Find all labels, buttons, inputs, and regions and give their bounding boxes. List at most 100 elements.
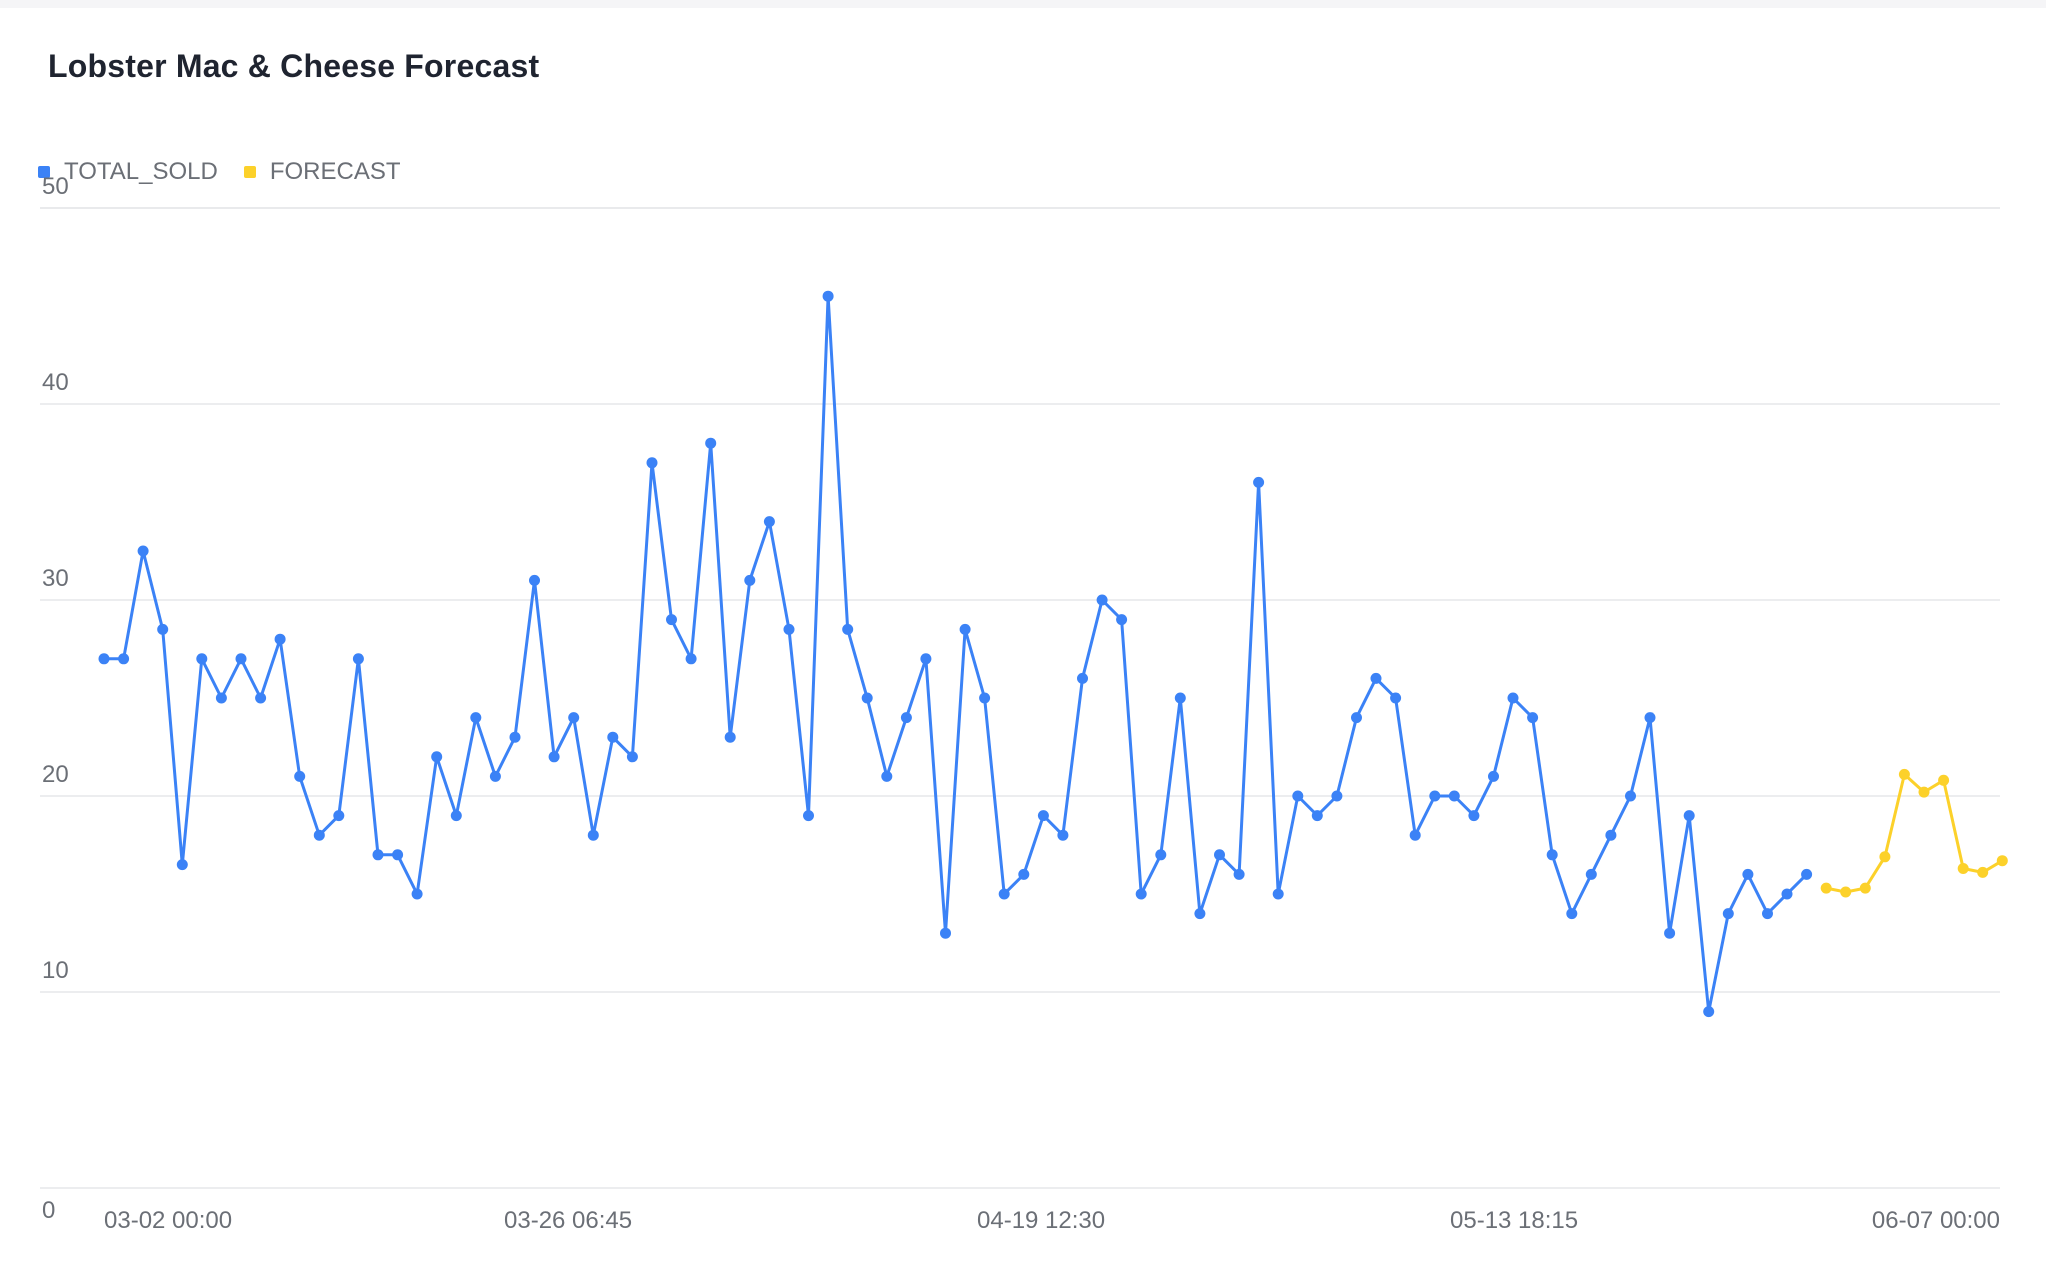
data-point-total-sold[interactable]: [646, 457, 658, 469]
data-point-total-sold[interactable]: [822, 290, 834, 302]
data-point-forecast[interactable]: [1977, 866, 1989, 878]
data-point-forecast[interactable]: [1898, 768, 1910, 780]
data-point-total-sold[interactable]: [529, 574, 540, 586]
data-point-total-sold[interactable]: [333, 810, 345, 822]
data-point-total-sold[interactable]: [1077, 672, 1088, 684]
data-point-forecast[interactable]: [1859, 882, 1871, 894]
data-point-total-sold[interactable]: [1644, 712, 1656, 724]
data-point-total-sold[interactable]: [118, 653, 130, 665]
data-point-total-sold[interactable]: [1331, 790, 1343, 802]
data-point-total-sold[interactable]: [1605, 829, 1617, 841]
data-point-total-sold[interactable]: [744, 574, 756, 586]
data-point-forecast[interactable]: [1840, 886, 1852, 898]
data-point-forecast[interactable]: [1996, 855, 2008, 867]
data-point-total-sold[interactable]: [1429, 790, 1441, 802]
data-point-total-sold[interactable]: [1722, 908, 1734, 920]
data-point-total-sold[interactable]: [1194, 908, 1206, 920]
data-point-total-sold[interactable]: [1253, 476, 1265, 488]
legend-item-total-sold[interactable]: TOTAL_SOLD: [38, 158, 218, 186]
data-point-total-sold[interactable]: [1801, 868, 1813, 880]
data-point-total-sold[interactable]: [940, 927, 951, 939]
data-point-total-sold[interactable]: [979, 692, 991, 704]
data-point-total-sold[interactable]: [176, 859, 188, 871]
data-point-total-sold[interactable]: [1566, 908, 1578, 920]
data-point-total-sold[interactable]: [803, 810, 814, 822]
legend-item-forecast[interactable]: FORECAST: [243, 158, 401, 186]
data-point-total-sold[interactable]: [1174, 692, 1186, 704]
data-point-total-sold[interactable]: [1057, 829, 1069, 841]
data-point-total-sold[interactable]: [392, 849, 404, 861]
data-point-total-sold[interactable]: [1448, 790, 1460, 802]
data-point-total-sold[interactable]: [607, 731, 619, 743]
data-point-total-sold[interactable]: [352, 653, 364, 665]
data-point-total-sold[interactable]: [900, 712, 912, 724]
data-point-forecast[interactable]: [1938, 774, 1950, 786]
data-point-total-sold[interactable]: [1683, 810, 1695, 822]
data-point-total-sold[interactable]: [274, 633, 286, 645]
data-point-total-sold[interactable]: [1585, 868, 1597, 880]
data-point-total-sold[interactable]: [1370, 672, 1382, 684]
data-point-total-sold[interactable]: [1272, 888, 1284, 900]
data-point-total-sold[interactable]: [1351, 712, 1362, 724]
data-point-total-sold[interactable]: [255, 692, 267, 704]
data-point-total-sold[interactable]: [1096, 594, 1108, 606]
data-point-total-sold[interactable]: [666, 614, 677, 626]
data-point-total-sold[interactable]: [1409, 829, 1421, 841]
data-point-total-sold[interactable]: [1527, 712, 1539, 724]
data-point-total-sold[interactable]: [626, 751, 638, 763]
data-point-total-sold[interactable]: [1781, 888, 1793, 900]
data-point-total-sold[interactable]: [489, 770, 501, 782]
data-point-total-sold[interactable]: [763, 516, 775, 528]
data-point-total-sold[interactable]: [1018, 868, 1030, 880]
data-point-total-sold[interactable]: [1507, 692, 1519, 704]
data-point-total-sold[interactable]: [881, 770, 893, 782]
data-point-total-sold[interactable]: [157, 623, 169, 635]
data-point-total-sold[interactable]: [372, 849, 384, 861]
data-point-total-sold[interactable]: [1742, 868, 1754, 880]
data-point-total-sold[interactable]: [783, 623, 795, 635]
data-point-total-sold[interactable]: [998, 888, 1010, 900]
data-point-total-sold[interactable]: [235, 653, 247, 665]
data-point-total-sold[interactable]: [548, 751, 560, 763]
data-point-total-sold[interactable]: [1664, 927, 1676, 939]
data-point-total-sold[interactable]: [959, 623, 971, 635]
data-point-total-sold[interactable]: [861, 692, 873, 704]
data-point-total-sold[interactable]: [1468, 810, 1480, 822]
data-point-total-sold[interactable]: [450, 810, 462, 822]
data-point-total-sold[interactable]: [568, 712, 580, 724]
data-point-total-sold[interactable]: [1488, 770, 1499, 782]
data-point-total-sold[interactable]: [1135, 888, 1147, 900]
data-point-forecast[interactable]: [1879, 851, 1891, 863]
data-point-total-sold[interactable]: [1233, 868, 1245, 880]
data-point-total-sold[interactable]: [1625, 790, 1636, 802]
data-point-total-sold[interactable]: [431, 751, 443, 763]
data-point-total-sold[interactable]: [98, 653, 110, 665]
data-point-total-sold[interactable]: [313, 829, 325, 841]
data-point-total-sold[interactable]: [1214, 849, 1225, 861]
data-point-total-sold[interactable]: [1311, 810, 1323, 822]
data-point-total-sold[interactable]: [685, 653, 697, 665]
data-point-total-sold[interactable]: [920, 653, 932, 665]
data-point-total-sold[interactable]: [587, 829, 599, 841]
data-point-total-sold[interactable]: [1116, 614, 1128, 626]
data-point-total-sold[interactable]: [294, 770, 306, 782]
data-point-forecast[interactable]: [1918, 786, 1930, 798]
data-point-forecast[interactable]: [1820, 882, 1832, 894]
data-point-total-sold[interactable]: [1155, 849, 1167, 861]
data-point-total-sold[interactable]: [137, 545, 149, 557]
data-point-total-sold[interactable]: [509, 731, 521, 743]
data-point-total-sold[interactable]: [842, 623, 854, 635]
data-point-total-sold[interactable]: [1762, 908, 1773, 920]
data-point-total-sold[interactable]: [470, 712, 482, 724]
data-point-total-sold[interactable]: [1037, 810, 1049, 822]
data-point-total-sold[interactable]: [724, 731, 736, 743]
data-point-total-sold[interactable]: [1546, 849, 1558, 861]
data-point-total-sold[interactable]: [411, 888, 423, 900]
data-point-total-sold[interactable]: [196, 653, 208, 665]
data-point-total-sold[interactable]: [705, 437, 717, 449]
data-point-forecast[interactable]: [1957, 863, 1969, 874]
data-point-total-sold[interactable]: [215, 692, 227, 704]
data-point-total-sold[interactable]: [1390, 692, 1402, 704]
data-point-total-sold[interactable]: [1292, 790, 1304, 802]
data-point-total-sold[interactable]: [1703, 1006, 1715, 1018]
